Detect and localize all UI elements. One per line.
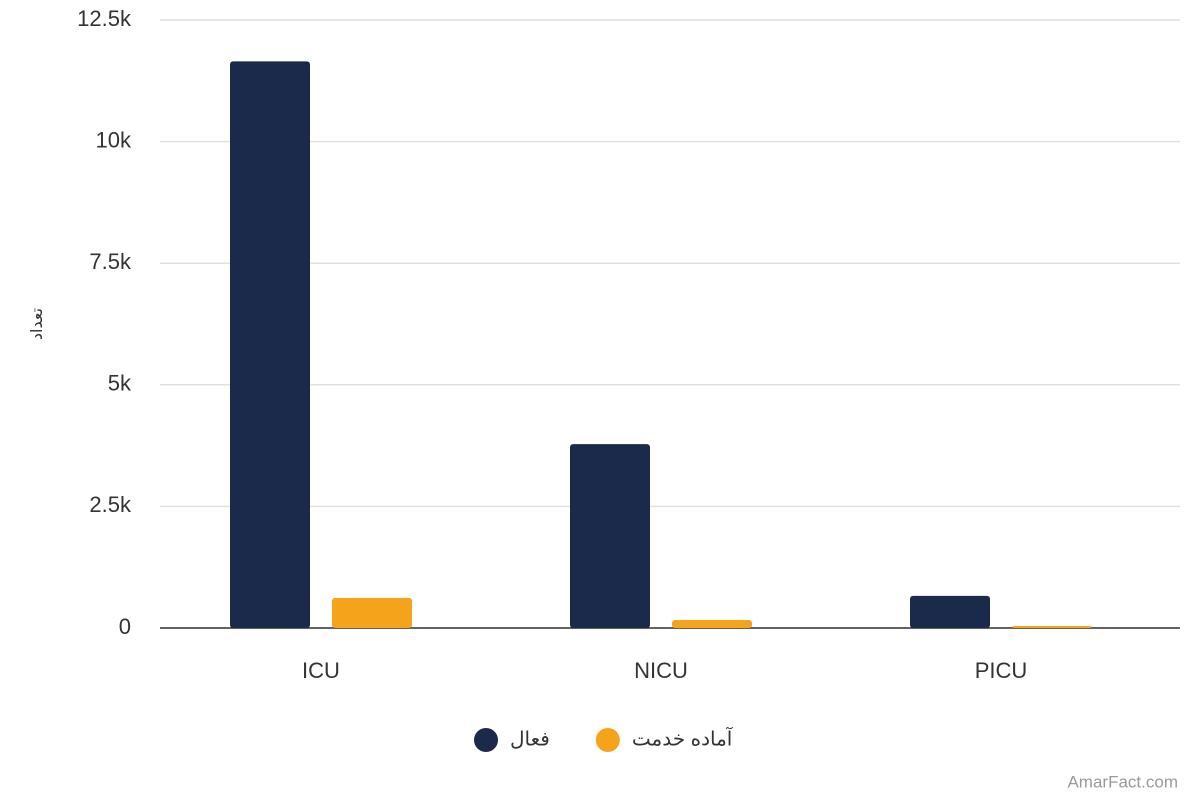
y-axis-label: تعداد bbox=[29, 308, 46, 340]
legend-marker bbox=[474, 728, 498, 752]
bar bbox=[230, 61, 310, 629]
y-tick-label: 7.5k bbox=[89, 249, 132, 274]
y-tick-label: 12.5k bbox=[77, 6, 132, 31]
y-tick-label: 0 bbox=[119, 614, 131, 639]
y-tick-label: 2.5k bbox=[89, 492, 132, 517]
legend-label: آماده خدمت bbox=[632, 725, 734, 750]
bar bbox=[910, 595, 990, 628]
x-tick-label: NICU bbox=[634, 658, 688, 683]
credit: AmarFact.com bbox=[1067, 772, 1178, 791]
legend-label: فعال bbox=[510, 728, 550, 750]
y-tick-label: 10k bbox=[96, 127, 132, 152]
y-tick-label: 5k bbox=[108, 371, 132, 396]
x-tick-label: ICU bbox=[302, 658, 340, 683]
bar bbox=[570, 444, 650, 628]
bar bbox=[1012, 626, 1092, 628]
bar bbox=[332, 597, 412, 628]
legend-marker bbox=[595, 728, 620, 752]
x-tick-label: PICU bbox=[975, 658, 1028, 683]
bar bbox=[672, 619, 752, 628]
